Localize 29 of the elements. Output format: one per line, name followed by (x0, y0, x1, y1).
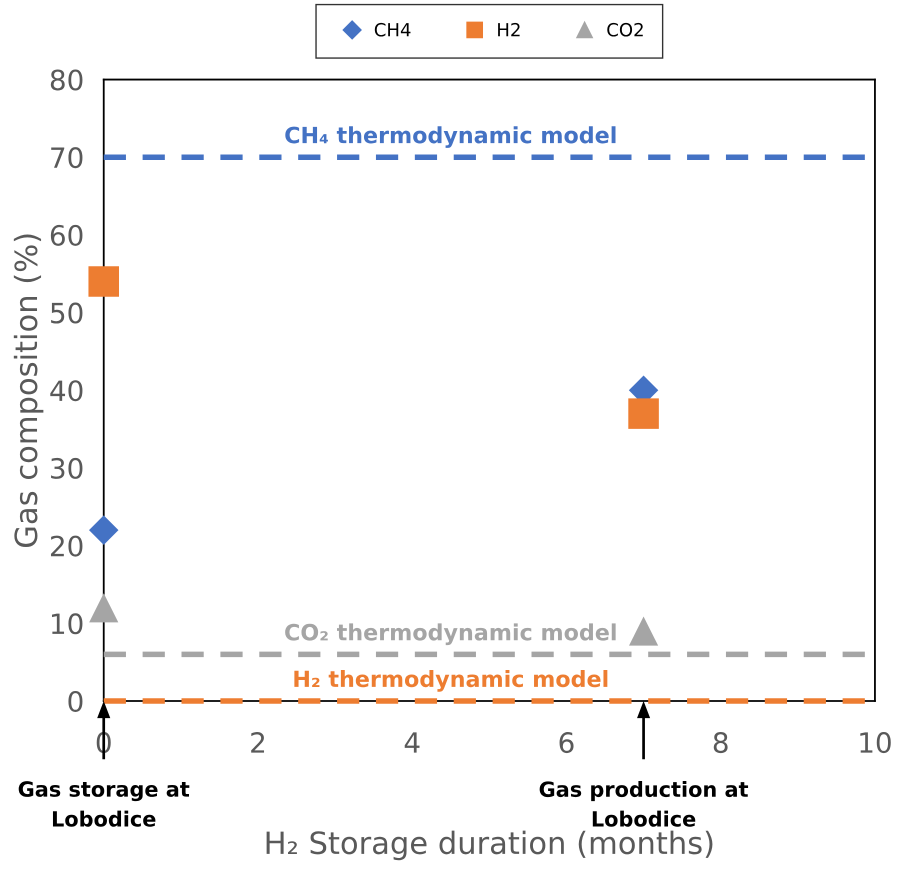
y-tick-label: 70 (51, 147, 82, 168)
legend-label: CO2 (607, 22, 643, 37)
point (628, 398, 659, 429)
point (89, 593, 118, 622)
y-tick-label: 60 (50, 224, 82, 246)
point (88, 266, 120, 297)
text: Gas production at Lobodice (540, 780, 748, 827)
text: Gas storage at Lobodice (18, 781, 190, 827)
point (628, 616, 658, 646)
x-tick-label: 2 (251, 732, 264, 753)
ref-line-label: CO₂ thermodynamic model (285, 623, 616, 646)
ref-line-label: H₂ thermodynamic model (294, 670, 608, 692)
y-tick-label: 10 (52, 613, 82, 634)
y-tick-label: 80 (50, 69, 82, 91)
point (89, 515, 118, 545)
x-tick-label: 8 (714, 732, 728, 754)
y-tick-label: 20 (50, 536, 82, 557)
x-tick-label: 6 (560, 732, 574, 754)
legend-label: H2 (498, 22, 520, 36)
legend-label: CH4 (374, 22, 410, 37)
y-tick-label: 30 (51, 458, 82, 479)
y-tick-label: 40 (50, 380, 82, 402)
x-tick-label: 10 (860, 732, 891, 754)
y-tick-label: 0 (68, 690, 82, 712)
x-tick-label: 4 (404, 732, 420, 753)
x-axis-title: H₂ Storage duration (months) (266, 830, 712, 860)
ref-line-label: CH₄ thermodynamic model (285, 126, 616, 148)
y-axis-title: Gas composition (%) (14, 234, 44, 548)
y-tick-label: 50 (51, 302, 82, 324)
